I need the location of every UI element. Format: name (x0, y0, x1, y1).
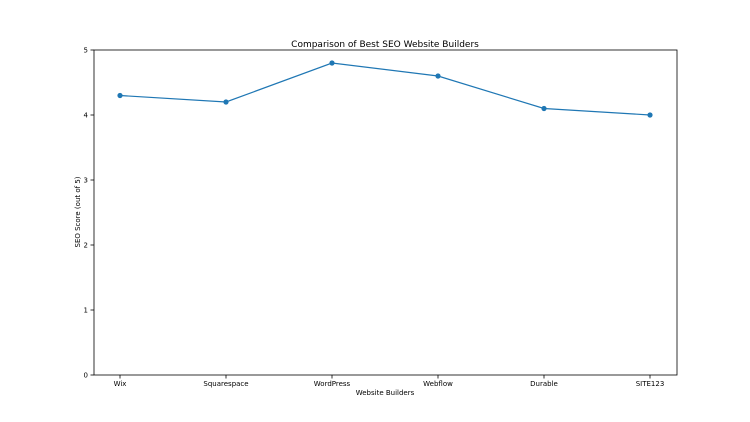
data-point (223, 99, 229, 105)
series-line (119, 62, 651, 116)
x-tick-label: Durable (530, 380, 558, 388)
y-tick-label: 3 (84, 177, 88, 185)
y-tick-label: 5 (84, 47, 88, 55)
x-tick-label: SITE123 (636, 380, 665, 388)
y-tick-label: 0 (84, 372, 88, 380)
x-axis: Wix Squarespace WordPress Webflow Durable SIT… (114, 375, 665, 388)
data-point (435, 73, 441, 79)
x-tick-label: WordPress (314, 380, 351, 388)
data-point (117, 92, 123, 99)
y-axis-label: SEO Score (out of 5) (74, 176, 82, 247)
chart-title: Comparison of Best SEO Website Builders (291, 40, 479, 50)
x-axis-label: Website Builders (356, 389, 415, 397)
plot-area (93, 49, 678, 376)
data-point (329, 60, 335, 66)
data-point (647, 112, 653, 118)
y-tick-label: 4 (84, 112, 89, 120)
y-axis: 0 1 2 3 4 5 (84, 47, 94, 380)
x-tick-label: Squarespace (203, 380, 248, 388)
series-layer (117, 60, 653, 118)
y-tick-label: 2 (84, 242, 88, 250)
data-point (541, 105, 547, 112)
y-tick-label: 1 (84, 307, 88, 315)
x-tick-label: Webflow (423, 380, 453, 388)
x-tick-label: Wix (114, 380, 127, 388)
